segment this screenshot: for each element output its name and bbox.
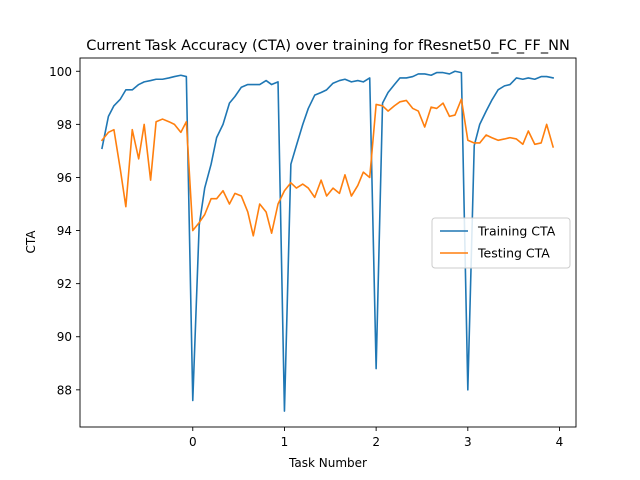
x-tick-label: 1	[281, 435, 289, 449]
y-axis-label: CTA	[24, 230, 38, 254]
x-tick-label: 2	[372, 435, 380, 449]
y-tick-label: 94	[57, 224, 72, 238]
x-ticks: 0 1 2 3 4	[189, 427, 563, 449]
y-ticks: 88 90 92 94 96 98 100	[49, 65, 80, 397]
y-tick-label: 96	[57, 171, 72, 185]
y-tick-label: 88	[57, 383, 72, 397]
axes-frame	[79, 57, 577, 428]
legend-label-testing: Testing CTA	[477, 246, 550, 261]
x-axis-label: Task Number	[288, 456, 367, 470]
legend: Training CTA Testing CTA	[431, 217, 571, 269]
y-tick-label: 92	[57, 277, 72, 291]
series-layer	[100, 70, 555, 412]
series-line-1	[100, 98, 555, 237]
x-tick-label: 4	[556, 435, 564, 449]
series-line-0	[101, 70, 555, 412]
y-tick-label: 90	[57, 330, 72, 344]
plot-area: 0 1 2 3 4 88 90 92 94 96 98 100	[49, 57, 577, 449]
x-tick-label: 0	[189, 435, 197, 449]
legend-label-training: Training CTA	[477, 224, 556, 239]
y-tick-label: 98	[57, 118, 72, 132]
chart-title: Current Task Accuracy (CTA) over trainin…	[86, 38, 570, 54]
y-tick-label: 100	[49, 65, 72, 79]
x-tick-label: 3	[464, 435, 472, 449]
